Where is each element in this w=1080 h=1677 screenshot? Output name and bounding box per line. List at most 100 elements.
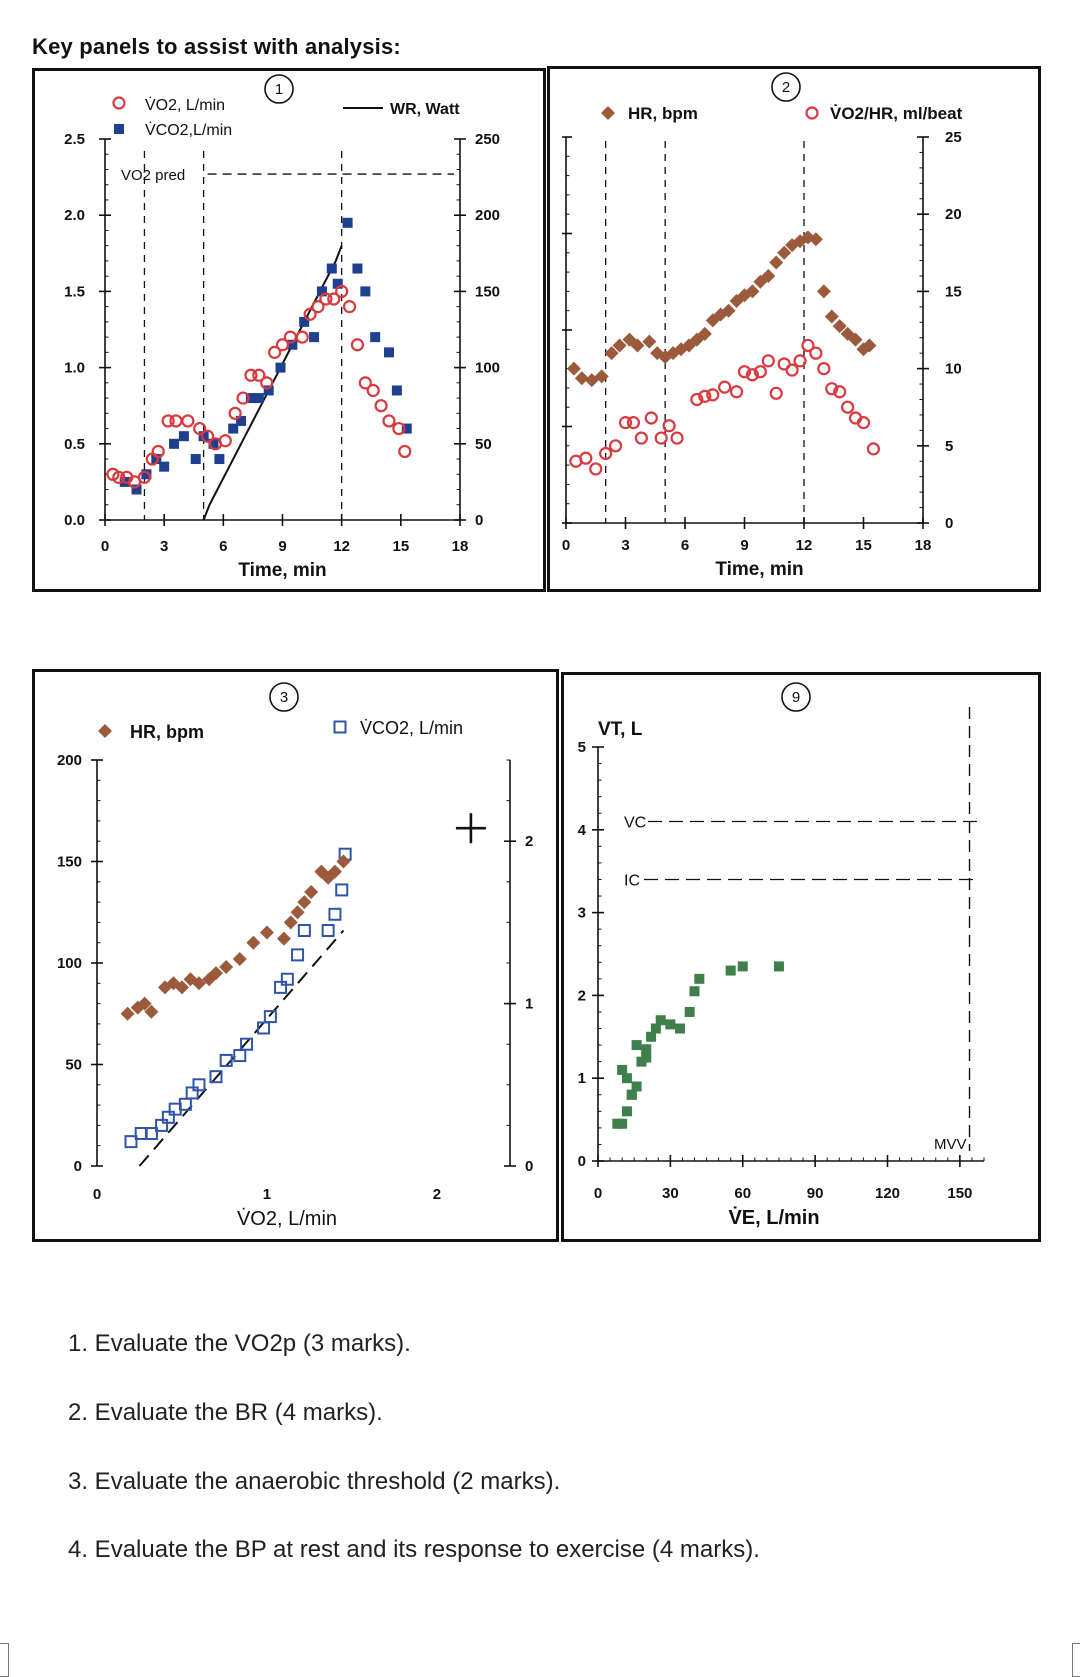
chart2-hr-point xyxy=(658,350,673,365)
chart3-vco2-point xyxy=(257,1021,271,1035)
chart-panel-1: 0.0 0.5 1.0 1.5 2.0 2.5 0 50 100 150 200 250 0 3 6 9 12 1… xyxy=(32,68,546,592)
chart1-vco2-point xyxy=(236,415,247,426)
chart-panel-2: 05010015020005101520250369121518Time, mi… xyxy=(547,66,1041,592)
chart3-vco2-point xyxy=(219,1053,233,1067)
chart-9-svg: 0 1 2 3 4 5 0 30 60 90 120 150 V̇E, L/min VT, L 9 MVV VC… xyxy=(578,682,985,1229)
chart1-vo2-point xyxy=(236,391,250,405)
chart1-vco2-point xyxy=(275,362,286,373)
chart2-y2-tick-label: 10 xyxy=(945,361,962,378)
chart1-vco2-point xyxy=(151,454,162,465)
chart1-vo2-point xyxy=(112,470,126,484)
chart2-hr-point xyxy=(824,309,839,324)
chart2-o2pulse-point xyxy=(729,385,744,399)
chart1-vco2-point xyxy=(332,278,343,289)
chart1-vco2-point xyxy=(178,431,189,442)
chart1-vco2-point xyxy=(370,332,381,343)
chart3-x-tick-label: 1 xyxy=(263,1186,271,1203)
chart1-y-tick-label: 2.5 xyxy=(64,131,85,148)
chart1-vco2-point xyxy=(159,461,170,472)
chart1-x-tick-label: 3 xyxy=(160,538,168,555)
chart9-vt-point xyxy=(631,1081,642,1092)
chart2-hr-point xyxy=(745,284,760,299)
chart2-o2pulse-point xyxy=(825,382,839,396)
chart9-vt-point xyxy=(621,1073,632,1084)
chart2-hr-point xyxy=(761,268,776,283)
chart2-y2-tick-label: 15 xyxy=(945,283,962,300)
chart1-vo2-point xyxy=(181,414,195,428)
chart2-x-tick-label: 3 xyxy=(621,537,629,554)
chart3-x-tick-label: 0 xyxy=(93,1186,101,1203)
chart2-hr-point xyxy=(862,338,877,353)
chart1-vo2-point xyxy=(350,338,365,352)
chart1-y-tick-label: 1.5 xyxy=(64,283,85,300)
chart2-hr-point xyxy=(808,232,823,247)
chart2-o2pulse-point xyxy=(737,365,752,379)
chart3-vco2-point xyxy=(185,1086,199,1100)
chart2-hr-point xyxy=(832,319,847,334)
chart2-hr-point xyxy=(612,338,627,353)
chart1-vo2-point xyxy=(392,421,406,436)
chart1-y2-tick-label: 50 xyxy=(475,436,492,453)
chart1-vco2-point xyxy=(316,286,327,297)
chart2-hr-point xyxy=(777,245,792,260)
chart1-vco2-point xyxy=(214,454,225,465)
chart9-y-tick-label: 2 xyxy=(578,987,586,1004)
chart1-vo2-point xyxy=(374,399,388,413)
chart1-vo2-point xyxy=(398,444,412,459)
chart1-vco2-point xyxy=(342,217,353,228)
chart2-hr-point xyxy=(769,255,784,270)
chart1-vco2-point xyxy=(263,385,274,396)
chart1-vco2-point xyxy=(245,393,256,404)
chart2-x-tick-label: 15 xyxy=(855,537,872,554)
chart9-y-tick-label: 4 xyxy=(578,822,587,839)
chart1-vo2-point xyxy=(358,376,372,390)
chart3-legend-vco2-marker xyxy=(333,720,347,734)
chart3-hr-point xyxy=(327,864,342,879)
chart2-legend-hr-marker xyxy=(601,106,615,120)
chart3-hr-point xyxy=(137,996,152,1011)
chart1-y2-tick-label: 250 xyxy=(475,131,500,148)
chart2-o2pulse-point xyxy=(769,386,783,400)
chart2-hr-point xyxy=(689,332,704,347)
chart2-legend-o2pulse-label: V̇O2/HR, ml/beat xyxy=(830,104,963,123)
chart1-vco2-point xyxy=(401,423,412,434)
chart2-x-axis-label: Time, min xyxy=(715,559,803,580)
chart1-vco2-point xyxy=(169,438,180,449)
chart2-o2pulse-point xyxy=(785,363,799,377)
chart1-vo2-point xyxy=(161,414,175,428)
chart3-vco2-point xyxy=(192,1078,206,1092)
chart9-vt-point xyxy=(725,965,736,976)
chart9-vt-point xyxy=(773,961,784,972)
question-3: 3. Evaluate the anaerobic threshold (2 m… xyxy=(68,1468,561,1495)
chart3-vco2-point xyxy=(280,972,294,986)
chart3-hr-point xyxy=(246,935,261,950)
chart9-vt-point xyxy=(617,1064,628,1075)
chart1-vco2-point xyxy=(287,339,298,350)
chart9-vt-point xyxy=(665,1019,676,1030)
page-corner-right xyxy=(1072,1643,1080,1677)
chart3-hr-point xyxy=(314,864,329,879)
chart3-x-tick-label: 2 xyxy=(433,1186,441,1203)
chart1-vo2-point xyxy=(268,345,282,359)
chart9-x-tick-label: 0 xyxy=(594,1185,602,1202)
chart3-vco2-point xyxy=(124,1135,138,1149)
chart2-hr-point xyxy=(848,332,863,347)
chart9-vt-point xyxy=(621,1106,632,1117)
chart1-vo2-point xyxy=(218,434,232,448)
chart1-vco2-point xyxy=(190,454,201,465)
chart2-o2pulse-point xyxy=(801,338,815,353)
chart3-hr-point xyxy=(336,854,351,869)
chart1-vo2-point xyxy=(303,307,317,321)
chart2-o2pulse-point xyxy=(841,400,855,414)
chart3-y2-tick-label: 1 xyxy=(525,996,533,1013)
chart2-o2pulse-point xyxy=(753,365,767,379)
chart1-vo2-pred-label: VO2 pred xyxy=(121,167,185,184)
chart1-vo2-point xyxy=(342,300,357,314)
chart9-x-axis-label: V̇E, L/min xyxy=(728,1205,819,1229)
chart9-x-tick-label: 150 xyxy=(947,1185,972,1202)
chart2-o2pulse-point xyxy=(626,416,641,430)
chart9-y-tick-label: 5 xyxy=(578,739,586,756)
chart1-vco2-point xyxy=(131,484,142,495)
chart3-hr-point xyxy=(120,1006,135,1021)
chart9-x-tick-label: 60 xyxy=(734,1185,751,1202)
